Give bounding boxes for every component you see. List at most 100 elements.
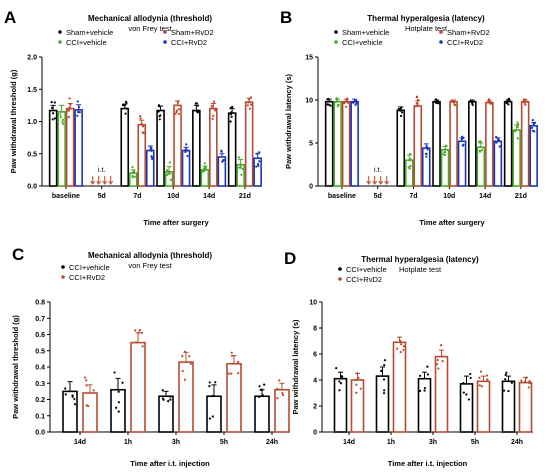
data-point (416, 98, 420, 102)
data-point (77, 106, 81, 109)
data-point (188, 355, 191, 358)
injection-arrow-head (366, 180, 372, 185)
data-point (276, 387, 279, 391)
data-point (176, 101, 180, 104)
data-point (498, 145, 501, 148)
data-point (229, 120, 232, 123)
data-point (480, 385, 484, 388)
data-point (69, 103, 72, 106)
data-point (382, 392, 386, 395)
legend-label: CCI+RvD2 (171, 38, 207, 47)
data-point (189, 362, 193, 365)
data-point (520, 379, 523, 382)
data-point (505, 371, 508, 374)
bar (324, 100, 334, 187)
x-tick-label: 3h (172, 439, 180, 446)
data-point (76, 100, 79, 103)
data-point (341, 375, 344, 378)
x-tick-label: 1h (124, 439, 132, 446)
data-point (435, 363, 439, 366)
data-point (418, 389, 422, 393)
data-point (399, 339, 402, 343)
data-point (259, 388, 263, 391)
data-point (502, 389, 506, 392)
data-point (426, 373, 429, 376)
data-point (527, 386, 530, 389)
data-point (222, 159, 225, 162)
data-point (415, 102, 418, 105)
data-point (197, 109, 200, 112)
bar (130, 341, 146, 433)
data-point (327, 103, 330, 106)
data-point (61, 120, 64, 124)
bar (520, 100, 530, 187)
data-point (211, 117, 214, 120)
data-point (238, 166, 241, 169)
data-point (355, 379, 358, 382)
data-point (426, 146, 429, 149)
data-point (478, 376, 481, 379)
legend-label: CCI+vehicle (66, 38, 107, 47)
data-point (328, 100, 331, 103)
bar (65, 107, 75, 187)
x-tick-label: 5h (220, 439, 228, 446)
y-tick-label: 0.2 (35, 397, 45, 404)
legend-label: Sham+vehicle (66, 28, 113, 37)
panel-letter-B: B (280, 8, 292, 27)
data-point (194, 102, 197, 105)
data-point (398, 109, 401, 112)
data-point (71, 394, 74, 397)
data-point (335, 98, 339, 101)
data-point (53, 117, 56, 120)
data-point (210, 104, 213, 108)
data-point (436, 358, 439, 362)
data-point (117, 410, 120, 413)
data-point (488, 99, 491, 102)
y-tick-label: 15 (305, 55, 313, 62)
data-point (230, 115, 233, 118)
data-point (453, 101, 456, 104)
legend-marker (61, 265, 65, 269)
x-tick-label: 1h (387, 439, 395, 446)
data-point (469, 376, 472, 380)
data-point (336, 105, 339, 108)
legend-label: CCI+RvD2 (346, 275, 382, 284)
legend-marker (439, 30, 443, 34)
legend-label: Sham+RvD2 (171, 28, 214, 37)
data-point (181, 355, 184, 358)
y-tick-label: 0.8 (35, 300, 45, 307)
x-axis-label: Time after i.t. injection (130, 459, 210, 468)
data-point (52, 112, 55, 115)
x-tick-label: 24h (511, 439, 523, 446)
data-point (255, 165, 258, 168)
bar (501, 380, 516, 433)
data-point (517, 123, 520, 126)
y-tick-label: 0.1 (35, 413, 45, 420)
bar (476, 146, 486, 187)
legend-label: CCI+vehicle (346, 265, 387, 274)
data-point (77, 110, 80, 114)
data-point (249, 103, 253, 106)
x-tick-label: 10d (443, 193, 455, 200)
data-point (357, 376, 360, 379)
data-point (495, 135, 498, 138)
x-axis-label: Time after surgery (143, 218, 209, 227)
y-tick-label: 0.0 (27, 184, 37, 191)
data-point (186, 149, 189, 152)
data-point (204, 165, 207, 168)
data-point (516, 121, 519, 124)
legend-label: CCI+RvD2 (447, 38, 483, 47)
data-point (141, 125, 145, 128)
data-point (169, 178, 172, 181)
data-point (486, 378, 489, 381)
panel-letter-C: C (12, 245, 24, 264)
data-point (507, 97, 511, 100)
legend-marker (61, 275, 65, 279)
x-tick-label: baseline (52, 193, 80, 200)
data-point (532, 122, 535, 126)
data-point (478, 384, 481, 387)
data-point (59, 113, 62, 116)
y-tick-label: 4 (313, 378, 317, 385)
data-point (92, 389, 95, 392)
x-tick-label: 5h (471, 439, 479, 446)
